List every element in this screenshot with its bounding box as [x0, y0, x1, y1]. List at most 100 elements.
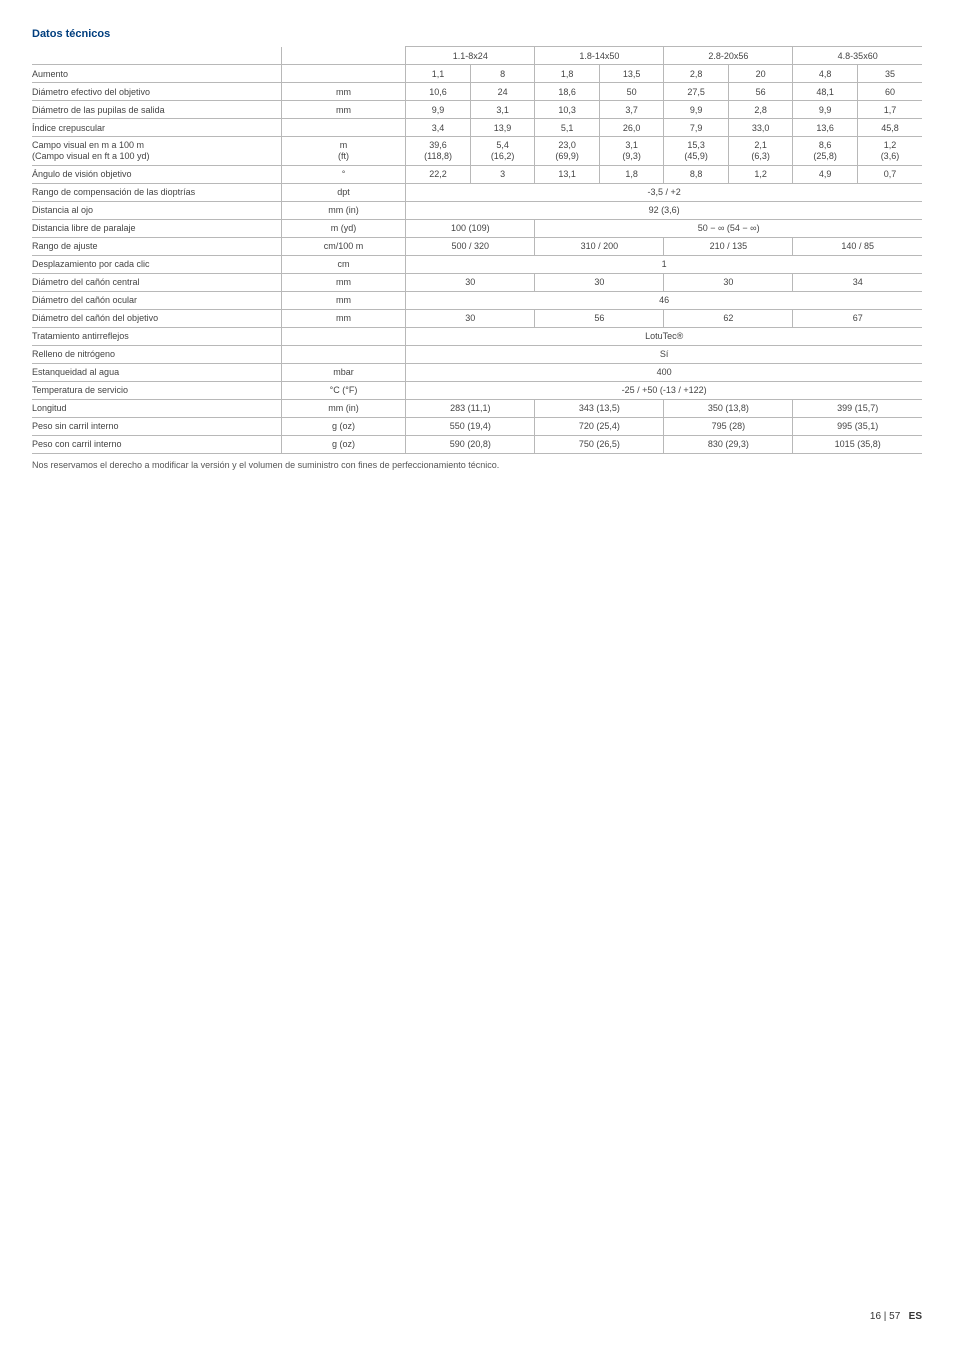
- cell: 343 (13,5): [535, 399, 664, 417]
- cell: 9,9: [664, 101, 729, 119]
- cell: 1,2: [728, 165, 793, 183]
- cell: 26,0: [599, 119, 664, 137]
- cell: 48,1: [793, 83, 858, 101]
- cell: 4,8: [793, 65, 858, 83]
- cell-unit: m (ft): [281, 137, 406, 166]
- cell-label: Relleno de nitrógeno: [32, 345, 281, 363]
- cell-label: Peso con carril interno: [32, 435, 281, 453]
- cell: 1,8: [535, 65, 600, 83]
- cell: 67: [793, 309, 922, 327]
- row-diam-central: Diámetro del cañón central mm 30 30 30 3…: [32, 273, 922, 291]
- cell: 830 (29,3): [664, 435, 793, 453]
- cell: 50 − ∞ (54 − ∞): [535, 219, 922, 237]
- cell: 56: [728, 83, 793, 101]
- footnote: Nos reservamos el derecho a modificar la…: [32, 460, 922, 470]
- cell-label: Diámetro de las pupilas de salida: [32, 101, 281, 119]
- cell: 350 (13,8): [664, 399, 793, 417]
- row-rango-ajuste: Rango de ajuste cm/100 m 500 / 320 310 /…: [32, 237, 922, 255]
- cell: 13,6: [793, 119, 858, 137]
- cell: 56: [535, 309, 664, 327]
- cell-unit: m (yd): [281, 219, 406, 237]
- cell-label: Índice crepuscular: [32, 119, 281, 137]
- cell-unit: mm: [281, 273, 406, 291]
- cell-unit: cm: [281, 255, 406, 273]
- cell: 46: [406, 291, 922, 309]
- col-h2: 1.8-14x50: [535, 47, 664, 65]
- cell: -25 / +50 (-13 / +122): [406, 381, 922, 399]
- cell: 9,9: [406, 101, 471, 119]
- cell-label: Rango de compensación de las dioptrías: [32, 183, 281, 201]
- cell: 1,1: [406, 65, 471, 83]
- row-temp: Temperatura de servicio °C (°F) -25 / +5…: [32, 381, 922, 399]
- cell-unit: [281, 327, 406, 345]
- cell: 1: [406, 255, 922, 273]
- cell: 10,6: [406, 83, 471, 101]
- cell: 13,1: [535, 165, 600, 183]
- cell: -3,5 / +2: [406, 183, 922, 201]
- cell-label: Peso sin carril interno: [32, 417, 281, 435]
- cell-label: Diámetro efectivo del objetivo: [32, 83, 281, 101]
- cell: 3,1: [470, 101, 535, 119]
- row-rango-comp: Rango de compensación de las dioptrías d…: [32, 183, 922, 201]
- cell: 3: [470, 165, 535, 183]
- cell: 500 / 320: [406, 237, 535, 255]
- cell: 210 / 135: [664, 237, 793, 255]
- cell: 10,3: [535, 101, 600, 119]
- page-title: Datos técnicos: [32, 28, 922, 40]
- row-dist-ojo: Distancia al ojo mm (in) 92 (3,6): [32, 201, 922, 219]
- cell-label: Diámetro del cañón del objetivo: [32, 309, 281, 327]
- cell: 1,8: [599, 165, 664, 183]
- cell-unit: g (oz): [281, 435, 406, 453]
- col-h1: 1.1-8x24: [406, 47, 535, 65]
- cell: 1015 (35,8): [793, 435, 922, 453]
- cell: 399 (15,7): [793, 399, 922, 417]
- cell: 30: [535, 273, 664, 291]
- row-indice: Índice crepuscular 3,413,9 5,126,0 7,933…: [32, 119, 922, 137]
- cell: 2,8: [728, 101, 793, 119]
- row-diam-ef: Diámetro efectivo del objetivo mm 10,624…: [32, 83, 922, 101]
- cell-unit: mm: [281, 309, 406, 327]
- cell: 720 (25,4): [535, 417, 664, 435]
- row-tratamiento: Tratamiento antirreflejos LotuTec®: [32, 327, 922, 345]
- col-h3: 2.8-20x56: [664, 47, 793, 65]
- cell-unit: cm/100 m: [281, 237, 406, 255]
- cell-label: Aumento: [32, 65, 281, 83]
- cell: 13,5: [599, 65, 664, 83]
- cell: 1,2(3,6): [857, 137, 922, 166]
- cell: 30: [664, 273, 793, 291]
- cell-unit: dpt: [281, 183, 406, 201]
- row-angulo: Ángulo de visión objetivo ° 22,23 13,11,…: [32, 165, 922, 183]
- cell-label: Diámetro del cañón ocular: [32, 291, 281, 309]
- header-row: 1.1-8x24 1.8-14x50 2.8-20x56 4.8-35x60: [32, 47, 922, 65]
- text: (Campo visual en ft a 100 yd): [32, 151, 150, 161]
- cell: 60: [857, 83, 922, 101]
- cell: 140 / 85: [793, 237, 922, 255]
- cell: 13,9: [470, 119, 535, 137]
- cell: 45,8: [857, 119, 922, 137]
- cell-unit: mbar: [281, 363, 406, 381]
- cell-label: Distancia al ojo: [32, 201, 281, 219]
- cell: 5,1: [535, 119, 600, 137]
- cell-unit: °C (°F): [281, 381, 406, 399]
- cell: 20: [728, 65, 793, 83]
- cell: 23,0(69,9): [535, 137, 600, 166]
- row-relleno: Relleno de nitrógeno Sí: [32, 345, 922, 363]
- page-footer: 16 | 57 ES: [870, 1311, 922, 1322]
- cell: 15,3(45,9): [664, 137, 729, 166]
- cell-label: Ángulo de visión objetivo: [32, 165, 281, 183]
- cell: 50: [599, 83, 664, 101]
- cell-label: Desplazamiento por cada clic: [32, 255, 281, 273]
- cell: 8,8: [664, 165, 729, 183]
- cell-unit: mm: [281, 291, 406, 309]
- cell-label: Tratamiento antirreflejos: [32, 327, 281, 345]
- text: m: [340, 140, 348, 150]
- row-dist-paralaje: Distancia libre de paralaje m (yd) 100 (…: [32, 219, 922, 237]
- cell-unit: °: [281, 165, 406, 183]
- page-lang: ES: [909, 1311, 922, 1322]
- cell: 22,2: [406, 165, 471, 183]
- cell: 0,7: [857, 165, 922, 183]
- cell-label: Longitud: [32, 399, 281, 417]
- cell: 35: [857, 65, 922, 83]
- cell: 590 (20,8): [406, 435, 535, 453]
- cell-unit: mm (in): [281, 201, 406, 219]
